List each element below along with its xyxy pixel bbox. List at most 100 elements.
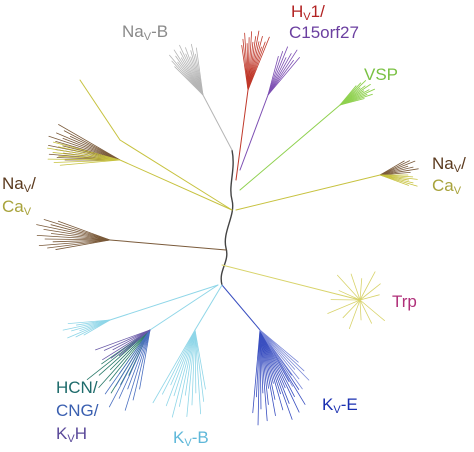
kv-e-leaf-10 <box>259 329 284 411</box>
kv-b-leaf-5 <box>186 329 196 418</box>
nav-cav-left-olive-leaf-3 <box>58 155 121 161</box>
label-nav-b: NaV-B <box>122 22 169 43</box>
nav-cav-right-olive-leaf-6 <box>379 174 409 186</box>
kv-e-leaf-18 <box>259 329 262 410</box>
label-kv-e: KV-E <box>322 395 358 416</box>
mid-left-leaf-7 <box>43 229 111 241</box>
nav-cav-left-olive-leaf-1 <box>53 159 121 163</box>
nav-cav-left-olive-leaf-5 <box>47 147 121 161</box>
nav-cav-left-brown-leaf-10 <box>56 132 121 161</box>
mid-left-leaf-10 <box>43 219 111 241</box>
label-trp: Trp <box>392 292 417 311</box>
label-nav-right: NaV/ <box>432 154 466 175</box>
trp-leaf-12 <box>359 299 373 324</box>
nav-cav-right-brown-leaf-6 <box>379 171 411 176</box>
kv-b-leaf-8 <box>171 329 196 418</box>
kv-b-leaf-2 <box>194 329 202 415</box>
kv-e-light-leaf-3 <box>259 329 296 370</box>
mid-left-leaf-8 <box>36 224 111 241</box>
label-kv-b: KV-B <box>173 428 209 449</box>
trp-stem <box>221 264 361 301</box>
c15orf27-leaf-6 <box>267 60 294 96</box>
mid-left-leaf-0 <box>55 239 111 250</box>
nav-cav-right-brown-leaf-4 <box>379 166 414 176</box>
cng-leaf-1 <box>132 329 151 401</box>
kv-e-leaf-8 <box>259 329 293 420</box>
trunk-branch <box>220 149 234 286</box>
label-nav-right-sub: V <box>453 163 462 175</box>
hcn-outer-leaf-4 <box>71 319 111 332</box>
c15orf27-leaf-1 <box>267 50 284 96</box>
kv-e-stem <box>221 284 261 331</box>
kv-e-light-leaf-7 <box>259 329 293 387</box>
trp-leaf-5 <box>337 274 361 301</box>
mid-left-stem <box>109 239 227 251</box>
kv-e-light-leaf-0 <box>259 329 299 363</box>
nav-cav-left-brown-leaf-13 <box>58 124 121 161</box>
nav-b-stem <box>202 94 233 151</box>
mid-left-leaf-1 <box>47 239 111 249</box>
label-nav-left: NaV/ <box>2 174 36 195</box>
c15orf27-leaf-7 <box>267 57 300 96</box>
c15orf27-leaf-4 <box>267 53 292 96</box>
kv-e-leaf-15 <box>259 329 269 405</box>
label-kvh-prefix: K <box>56 424 68 443</box>
kv-e-light-leaf-5 <box>259 329 303 390</box>
label-hv1-sub: V <box>303 11 311 23</box>
nav-cav-left-brown-leaf-9 <box>62 137 121 161</box>
hcn-outer-stem <box>109 284 219 321</box>
kv-b-leaf-4 <box>191 329 196 406</box>
trp-leaf-0 <box>359 294 380 301</box>
kv-e-leaf-4 <box>259 329 295 397</box>
label-c15orf27: C15orf27 <box>289 23 359 42</box>
trp-leaf-2 <box>359 271 376 301</box>
kvh-leaf-1 <box>110 329 151 359</box>
c15orf27-stem <box>239 94 269 171</box>
cng-leaf-3 <box>127 329 151 390</box>
mid-left-leaf-11 <box>57 220 111 241</box>
mid-left-leaf-4 <box>44 238 111 241</box>
label-kv-b-prefix: K <box>173 428 185 447</box>
kv-b-leaf-0 <box>194 329 206 390</box>
label-cav-left: CaV <box>2 197 31 218</box>
hcn-outer-leaf-2 <box>67 319 111 339</box>
cng-leaf-7 <box>104 329 151 395</box>
hcn-stem <box>149 284 219 331</box>
label-nav-b-suffix: -B <box>151 22 169 41</box>
hcn-outer-leaf-5 <box>62 319 111 331</box>
label-nav-left-prefix: Na <box>2 174 24 193</box>
trp-leaf-8 <box>327 299 361 314</box>
label-nav-right-prefix: Na <box>432 154 454 173</box>
label-nav-b-sub: V <box>143 31 152 43</box>
label-nav-right-suffix: / <box>461 154 466 173</box>
label-kv-e-suffix: -E <box>340 395 358 414</box>
nav-cav-left-stem-c <box>119 159 233 211</box>
label-kv-b-suffix: -B <box>191 428 209 447</box>
nav-cav-left-brown-leaf-8 <box>48 135 121 161</box>
mid-left-leaf-2 <box>38 239 111 247</box>
label-hv1-suffix: 1/ <box>310 2 325 21</box>
kv-b-leaf-11 <box>170 329 196 386</box>
hv1-leaf-13 <box>247 36 270 91</box>
nav-cav-left-olive-leaf-6 <box>58 146 121 161</box>
label-hcn: HCN/ <box>56 378 98 397</box>
hcn-leaf-4 <box>109 329 151 382</box>
label-nav-b-prefix: Na <box>122 22 144 41</box>
nav-cav-left-stem-b <box>79 79 121 141</box>
kv-e-leaf-13 <box>259 329 276 417</box>
kv-b-leaf-3 <box>194 329 197 394</box>
tree-branches <box>36 30 419 426</box>
trp-leaf-10 <box>348 299 361 329</box>
nav-cav-left-olive-leaf-7 <box>52 141 121 161</box>
label-vsp: VSP <box>364 65 399 84</box>
kv-e-leaf-5 <box>259 329 300 413</box>
kv-e-leaf-7 <box>259 329 290 404</box>
label-kv-b-sub: V <box>184 437 192 449</box>
kv-e-light-leaf-2 <box>259 329 310 381</box>
trp-leaf-9 <box>342 299 361 319</box>
kv-b-leaf-12 <box>161 329 196 395</box>
kvh-leaf-5 <box>95 329 151 351</box>
trp-leaf-13 <box>359 299 385 321</box>
kv-b-stem <box>194 284 223 331</box>
hv1-stem <box>235 89 249 181</box>
